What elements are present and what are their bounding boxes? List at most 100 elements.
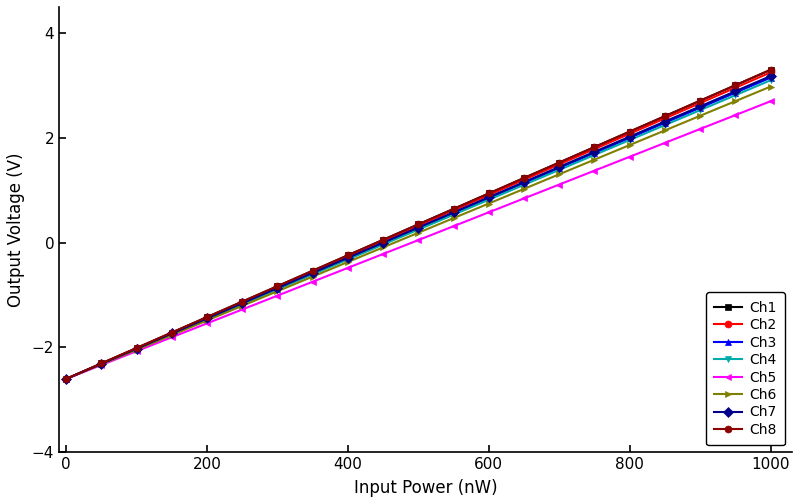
Ch8 xyxy=(730,82,740,88)
Ch6 xyxy=(97,361,106,367)
Ch7 xyxy=(273,285,282,291)
Ch7 xyxy=(449,209,458,215)
Ch8 xyxy=(660,113,670,119)
Ch7 xyxy=(97,361,106,367)
Ch3 xyxy=(273,285,282,291)
Line: Ch6: Ch6 xyxy=(62,83,774,383)
Ch1 xyxy=(308,268,318,274)
Ch4 xyxy=(625,137,634,143)
Ch6 xyxy=(590,157,599,163)
Ch5 xyxy=(519,196,529,202)
Ch2 xyxy=(167,330,177,336)
Ch6 xyxy=(238,303,247,309)
Ch8 xyxy=(308,268,318,274)
Legend: Ch1, Ch2, Ch3, Ch4, Ch5, Ch6, Ch7, Ch8: Ch1, Ch2, Ch3, Ch4, Ch5, Ch6, Ch7, Ch8 xyxy=(706,292,785,446)
Ch5 xyxy=(695,126,705,132)
Line: Ch7: Ch7 xyxy=(62,73,774,383)
Ch4 xyxy=(660,122,670,128)
Ch7 xyxy=(132,346,142,352)
Ch7 xyxy=(308,270,318,276)
Ch1 xyxy=(167,330,177,336)
Ch7 xyxy=(343,255,353,261)
Ch8 xyxy=(414,221,423,227)
Ch5 xyxy=(308,279,318,285)
Ch3 xyxy=(695,105,705,111)
Ch5 xyxy=(378,251,388,257)
Ch6 xyxy=(132,347,142,353)
Ch8 xyxy=(484,191,494,197)
Ch7 xyxy=(484,194,494,200)
Ch6 xyxy=(695,113,705,119)
Ch2 xyxy=(308,269,318,275)
Ch2 xyxy=(484,192,494,198)
Ch6 xyxy=(308,274,318,280)
Ch8 xyxy=(378,237,388,243)
Ch6 xyxy=(273,288,282,294)
Ch3 xyxy=(238,300,247,306)
Ch2 xyxy=(660,115,670,121)
Ch2 xyxy=(62,376,71,382)
Ch1 xyxy=(695,98,705,104)
Ch7 xyxy=(766,73,775,79)
Ch3 xyxy=(132,346,142,352)
Ch2 xyxy=(519,177,529,183)
Ch6 xyxy=(449,215,458,221)
Ch8 xyxy=(766,67,775,73)
Ch2 xyxy=(766,70,775,76)
Ch7 xyxy=(167,331,177,337)
Ch7 xyxy=(590,149,599,155)
Ch8 xyxy=(62,376,71,382)
Ch2 xyxy=(554,161,564,167)
Ch1 xyxy=(730,82,740,88)
Ch4 xyxy=(590,152,599,158)
Ch5 xyxy=(414,237,423,243)
Ch3 xyxy=(62,376,71,382)
Ch4 xyxy=(730,92,740,98)
Ch2 xyxy=(449,207,458,213)
Ch8 xyxy=(343,252,353,258)
Ch6 xyxy=(378,244,388,250)
Ch3 xyxy=(202,316,212,322)
Ch8 xyxy=(554,159,564,165)
Ch6 xyxy=(202,318,212,324)
Ch6 xyxy=(62,376,71,382)
Line: Ch2: Ch2 xyxy=(62,69,774,383)
Ch8 xyxy=(625,129,634,135)
Ch1 xyxy=(343,252,353,258)
Ch7 xyxy=(378,239,388,245)
Ch3 xyxy=(484,195,494,201)
Ch5 xyxy=(766,98,775,104)
Ch4 xyxy=(273,286,282,292)
Ch7 xyxy=(660,118,670,124)
Ch8 xyxy=(202,314,212,320)
Ch2 xyxy=(202,314,212,321)
Ch8 xyxy=(519,175,529,181)
Ch1 xyxy=(554,159,564,165)
Ch5 xyxy=(97,362,106,368)
Ch6 xyxy=(414,230,423,236)
Ch4 xyxy=(308,271,318,277)
Line: Ch1: Ch1 xyxy=(62,67,774,383)
Ch5 xyxy=(238,306,247,312)
Ch5 xyxy=(167,334,177,340)
Ch5 xyxy=(730,112,740,118)
Ch7 xyxy=(202,316,212,322)
Ch1 xyxy=(519,175,529,181)
Ch5 xyxy=(590,168,599,174)
Ch1 xyxy=(238,298,247,304)
Y-axis label: Output Voltage (V): Output Voltage (V) xyxy=(7,152,25,307)
Ch8 xyxy=(273,283,282,289)
Ch2 xyxy=(97,360,106,366)
Ch3 xyxy=(730,90,740,96)
Ch2 xyxy=(730,85,740,91)
Line: Ch8: Ch8 xyxy=(62,67,774,383)
Ch4 xyxy=(414,227,423,233)
Line: Ch3: Ch3 xyxy=(62,74,774,383)
Ch1 xyxy=(660,113,670,119)
Ch3 xyxy=(308,271,318,277)
Ch4 xyxy=(484,197,494,203)
Ch8 xyxy=(132,345,142,351)
Ch8 xyxy=(167,330,177,336)
Ch6 xyxy=(167,332,177,338)
Ch2 xyxy=(695,100,705,106)
